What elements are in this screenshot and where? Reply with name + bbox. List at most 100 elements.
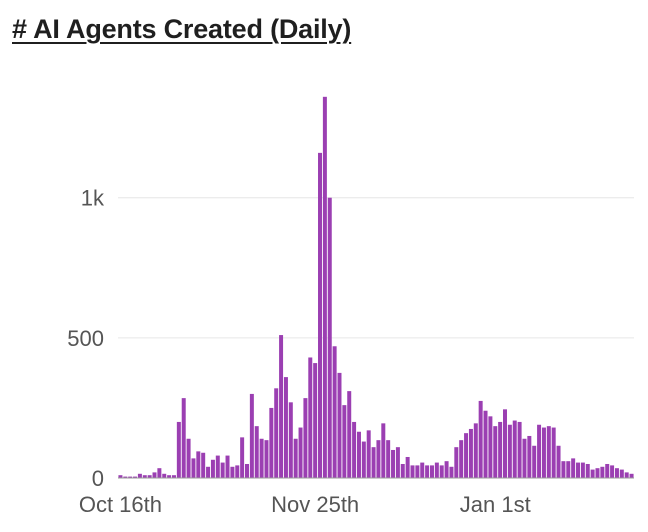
bar[interactable]: [434, 462, 439, 478]
bar[interactable]: [308, 357, 313, 478]
bar[interactable]: [537, 424, 542, 478]
bar[interactable]: [235, 465, 240, 478]
bar[interactable]: [133, 476, 138, 478]
bar[interactable]: [356, 431, 361, 478]
bar[interactable]: [498, 421, 503, 478]
bar[interactable]: [449, 466, 454, 478]
bar[interactable]: [254, 426, 259, 478]
bar[interactable]: [225, 455, 230, 478]
bar[interactable]: [191, 458, 196, 478]
bar[interactable]: [147, 475, 152, 478]
bar[interactable]: [264, 440, 269, 478]
bar[interactable]: [303, 398, 308, 478]
bar[interactable]: [249, 393, 254, 478]
bar[interactable]: [142, 475, 147, 478]
bar[interactable]: [376, 440, 381, 478]
bar[interactable]: [386, 440, 391, 478]
bar[interactable]: [595, 468, 600, 478]
bar[interactable]: [493, 426, 498, 478]
bar[interactable]: [507, 424, 512, 478]
bar[interactable]: [551, 427, 556, 478]
bar[interactable]: [459, 440, 464, 478]
bar[interactable]: [210, 459, 215, 478]
bar[interactable]: [171, 475, 176, 478]
bar[interactable]: [527, 435, 532, 478]
bar[interactable]: [128, 476, 133, 478]
bar[interactable]: [566, 461, 571, 478]
bar[interactable]: [429, 465, 434, 478]
bar[interactable]: [614, 468, 619, 478]
bar[interactable]: [605, 463, 610, 478]
bar[interactable]: [371, 447, 376, 478]
bar[interactable]: [454, 447, 459, 478]
bar[interactable]: [488, 416, 493, 478]
bar[interactable]: [157, 468, 162, 478]
bar[interactable]: [137, 473, 142, 478]
bar[interactable]: [580, 462, 585, 478]
bar[interactable]: [571, 458, 576, 478]
bar[interactable]: [361, 441, 366, 478]
bar[interactable]: [532, 445, 537, 478]
bar[interactable]: [561, 461, 566, 478]
bar[interactable]: [473, 423, 478, 478]
bar[interactable]: [420, 462, 425, 478]
bar[interactable]: [395, 447, 400, 478]
bar[interactable]: [259, 438, 264, 478]
bar[interactable]: [206, 466, 211, 478]
bar[interactable]: [215, 455, 220, 478]
bar[interactable]: [123, 476, 128, 478]
bar[interactable]: [391, 449, 396, 478]
bar[interactable]: [167, 475, 172, 478]
bar[interactable]: [274, 388, 279, 478]
bar[interactable]: [410, 465, 415, 478]
bar[interactable]: [230, 466, 235, 478]
bar[interactable]: [444, 461, 449, 478]
bar[interactable]: [619, 469, 624, 478]
bar[interactable]: [439, 465, 444, 478]
bar[interactable]: [201, 452, 206, 478]
bar[interactable]: [313, 363, 318, 478]
bar[interactable]: [517, 421, 522, 478]
bar[interactable]: [366, 430, 371, 478]
bar[interactable]: [347, 391, 352, 478]
bar[interactable]: [288, 402, 293, 478]
bar[interactable]: [283, 377, 288, 478]
bar[interactable]: [118, 475, 123, 478]
bar[interactable]: [337, 372, 342, 478]
bar[interactable]: [522, 438, 527, 478]
bar[interactable]: [503, 409, 507, 478]
bar[interactable]: [245, 463, 249, 478]
bar[interactable]: [269, 407, 274, 478]
bar[interactable]: [624, 472, 629, 478]
bar[interactable]: [332, 346, 337, 478]
bar[interactable]: [585, 463, 590, 478]
bar[interactable]: [464, 433, 469, 478]
bar[interactable]: [425, 465, 430, 478]
bar[interactable]: [415, 465, 420, 478]
bar[interactable]: [541, 427, 546, 478]
bar[interactable]: [327, 197, 332, 478]
bar[interactable]: [352, 421, 357, 478]
bar[interactable]: [600, 466, 605, 478]
bar[interactable]: [512, 420, 517, 478]
bar[interactable]: [181, 398, 186, 478]
bar[interactable]: [483, 410, 488, 478]
bar[interactable]: [176, 421, 181, 478]
bar[interactable]: [546, 426, 551, 478]
bar[interactable]: [318, 152, 323, 478]
bar[interactable]: [162, 473, 167, 478]
bar[interactable]: [279, 335, 284, 478]
bar[interactable]: [293, 438, 298, 478]
bar[interactable]: [590, 469, 595, 478]
bar[interactable]: [468, 428, 473, 478]
bar[interactable]: [400, 463, 405, 478]
bar[interactable]: [196, 451, 201, 478]
bar[interactable]: [152, 472, 157, 478]
bar[interactable]: [186, 438, 191, 478]
bar[interactable]: [298, 427, 303, 478]
bar[interactable]: [556, 445, 561, 478]
bar[interactable]: [342, 405, 347, 478]
bar[interactable]: [610, 465, 615, 478]
bar[interactable]: [322, 96, 327, 478]
bar[interactable]: [478, 400, 483, 478]
